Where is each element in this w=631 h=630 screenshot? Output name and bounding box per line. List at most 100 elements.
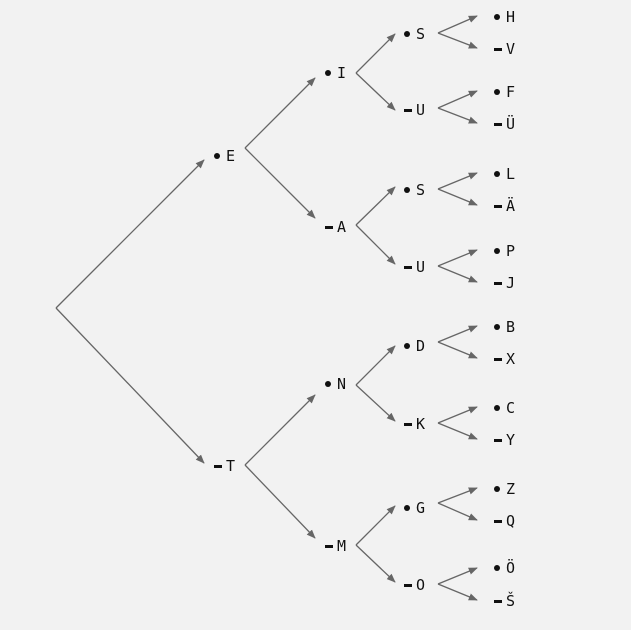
node-B: B <box>494 317 515 337</box>
node-label: X <box>506 350 516 368</box>
edge-arrow <box>355 345 396 386</box>
dot-icon <box>214 153 226 159</box>
edge-arrow <box>244 77 316 149</box>
edge-arrow <box>244 464 316 539</box>
node-label: N <box>337 375 347 393</box>
dot-icon <box>494 171 506 177</box>
dot-icon <box>494 324 506 330</box>
edge-arrow <box>437 15 478 34</box>
dash-icon <box>494 438 506 442</box>
dash-icon <box>494 122 506 126</box>
edge-arrow <box>437 406 478 424</box>
node-M: M <box>325 536 346 556</box>
dash-icon <box>494 357 506 361</box>
node-label: Ä <box>506 197 516 215</box>
node-label: B <box>506 318 516 336</box>
node-label: S <box>416 181 426 199</box>
dot-icon <box>494 248 506 254</box>
edge-arrow <box>437 325 478 343</box>
edge-arrow <box>437 265 478 283</box>
node-label: F <box>506 83 516 101</box>
node-U-umlaut: Ü <box>494 114 515 134</box>
dot-icon <box>494 14 506 20</box>
node-label: Y <box>506 431 516 449</box>
edge-arrow <box>355 224 396 265</box>
node-label: Z <box>506 480 516 498</box>
edge-arrow <box>355 505 396 546</box>
edge-arrow <box>437 107 478 124</box>
node-label: S <box>416 25 426 43</box>
edge-arrow <box>244 147 316 219</box>
edge-arrow <box>437 341 478 359</box>
node-label: V <box>506 40 516 58</box>
node-P: P <box>494 241 515 261</box>
node-Q: Q <box>494 511 515 531</box>
node-label: I <box>337 64 347 82</box>
dash-icon <box>494 599 506 603</box>
dash-icon <box>494 47 506 51</box>
node-label: A <box>337 218 347 236</box>
edge-arrow <box>55 159 205 309</box>
dash-icon <box>214 464 226 468</box>
node-N: N <box>325 374 346 394</box>
node-K: K <box>404 414 425 434</box>
node-label: Q <box>506 512 516 530</box>
dash-icon <box>404 265 416 269</box>
edge-arrow <box>355 544 396 583</box>
dot-icon <box>404 343 416 349</box>
node-C: C <box>494 398 515 418</box>
node-U-2: U <box>404 257 425 277</box>
node-Y: Y <box>494 430 515 450</box>
node-A-umlaut: Ä <box>494 196 515 216</box>
node-T: T <box>214 456 235 476</box>
dot-icon <box>494 89 506 95</box>
node-L: L <box>494 164 515 184</box>
node-label: M <box>337 537 347 555</box>
node-label: H <box>506 8 516 26</box>
dot-icon <box>325 70 337 76</box>
edge-arrow <box>437 583 478 601</box>
edge-arrow <box>55 307 205 464</box>
edge-arrow <box>355 384 396 422</box>
node-label: U <box>416 258 426 276</box>
edge-arrow <box>437 487 478 504</box>
node-O: O <box>404 575 425 595</box>
edge-arrow <box>355 33 396 74</box>
node-label: Ö <box>506 559 516 577</box>
node-label: G <box>416 499 426 517</box>
node-S-2: S <box>404 180 425 200</box>
dot-icon <box>494 565 506 571</box>
dash-icon <box>494 519 506 523</box>
node-G: G <box>404 498 425 518</box>
edge-arrow <box>355 186 396 226</box>
node-A: A <box>325 217 346 237</box>
node-Z: Z <box>494 479 515 499</box>
node-E: E <box>214 146 235 166</box>
dot-icon <box>494 405 506 411</box>
edge-arrow <box>244 394 316 466</box>
node-label: O <box>416 576 426 594</box>
node-S-1: S <box>404 24 425 44</box>
node-label: J <box>506 274 516 292</box>
edge-arrow <box>437 172 478 190</box>
node-O-umlaut: Ö <box>494 558 515 578</box>
edge-arrow <box>437 90 478 109</box>
dash-icon <box>494 281 506 285</box>
dash-icon <box>325 225 337 229</box>
edge-arrow <box>437 32 478 49</box>
node-label: E <box>226 147 236 165</box>
node-D: D <box>404 336 425 356</box>
node-label: T <box>226 457 236 475</box>
edge-arrow <box>355 72 396 111</box>
node-label: P <box>506 242 516 260</box>
node-U-1: U <box>404 100 425 120</box>
edge-arrow <box>437 188 478 206</box>
node-J: J <box>494 273 515 293</box>
node-H: H <box>494 7 515 27</box>
dot-icon <box>404 31 416 37</box>
dot-icon <box>494 486 506 492</box>
node-S-caron: Š <box>494 591 515 611</box>
dash-icon <box>494 204 506 208</box>
node-label: U <box>416 101 426 119</box>
